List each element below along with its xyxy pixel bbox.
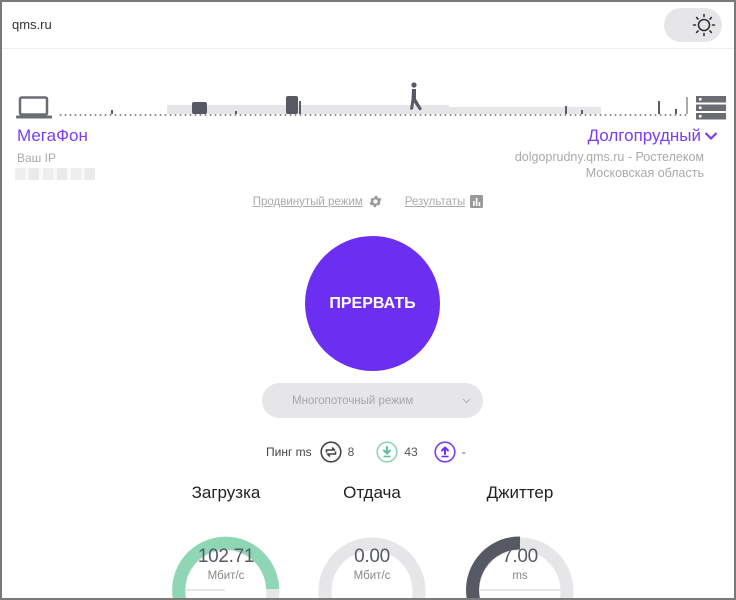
timeline-node-block xyxy=(286,96,298,114)
ping-row: Пинг ms 8 43 - xyxy=(266,441,482,463)
upload-unit: Мбит/с xyxy=(353,570,391,582)
download-ping-value: 43 xyxy=(404,445,418,459)
jitter-progress-underline xyxy=(480,589,562,591)
timeline-tick xyxy=(235,111,237,114)
bar-chart-icon xyxy=(470,195,484,208)
ip-label: Ваш IP xyxy=(17,151,56,165)
download-gauge xyxy=(172,536,280,598)
download-ping-icon xyxy=(376,441,398,463)
download-title: Загрузка xyxy=(191,483,261,502)
download-value: 102.71 xyxy=(197,546,255,567)
timeline-tick xyxy=(299,101,301,114)
upload-metric: Отдача 0.00 Мбит/с xyxy=(312,483,432,598)
jitter-gauge xyxy=(466,536,574,598)
jitter-value: 7.00 xyxy=(502,546,538,567)
chevron-down-icon xyxy=(462,398,471,403)
timeline-tick xyxy=(565,106,567,114)
timeline-tick xyxy=(581,110,583,114)
timeline-node-block xyxy=(192,102,207,114)
idle-ping-value: 8 xyxy=(347,445,355,459)
test-mode-selected: Многопоточный режим xyxy=(292,394,414,407)
advanced-mode-label: Продвинутый режим xyxy=(252,195,363,208)
timeline-dotted-line xyxy=(58,114,688,116)
server-city-selector[interactable]: Долгопрудный xyxy=(588,126,718,146)
route-timeline xyxy=(2,72,734,122)
walking-person-icon xyxy=(410,82,422,111)
site-name: qms.ru xyxy=(12,17,52,32)
ping-label: Пинг ms xyxy=(266,445,312,459)
gear-icon xyxy=(369,195,382,208)
upload-title: Отдача xyxy=(343,483,401,502)
timeline-track-segment xyxy=(449,107,601,114)
download-metric: Загрузка 102.71 Мбит/с xyxy=(166,483,286,598)
jitter-metric: Джиттер 7.00 ms xyxy=(460,483,580,598)
timeline-track-segment xyxy=(167,105,449,114)
server-city: Долгопрудный xyxy=(587,126,701,145)
server-rack-icon xyxy=(696,96,726,120)
stop-test-button[interactable]: ПРЕРВАТЬ xyxy=(305,236,440,371)
timeline-tick xyxy=(675,109,677,114)
theme-toggle[interactable] xyxy=(664,8,722,42)
timeline-tick xyxy=(658,101,660,114)
header: qms.ru xyxy=(2,2,734,49)
server-region: Московская область xyxy=(585,166,704,180)
mode-links: Продвинутый режим Результаты xyxy=(2,194,734,209)
download-progress-underline xyxy=(185,589,225,591)
idle-ping-icon xyxy=(320,441,342,463)
timeline-tick xyxy=(111,110,113,114)
upload-ping-icon xyxy=(434,441,456,463)
laptop-icon xyxy=(16,96,52,119)
results-link[interactable]: Результаты xyxy=(405,194,484,209)
upload-value: 0.00 xyxy=(354,546,390,567)
server-host: dolgoprudny.qms.ru - Ростелеком xyxy=(514,150,704,164)
ip-address-redacted xyxy=(15,168,95,180)
test-mode-select[interactable]: Многопоточный режим xyxy=(262,383,483,418)
jitter-title: Джиттер xyxy=(486,483,554,502)
advanced-mode-link[interactable]: Продвинутый режим xyxy=(253,194,383,209)
jitter-unit: ms xyxy=(512,570,528,582)
chevron-down-icon xyxy=(704,132,718,141)
timeline-tick xyxy=(686,97,688,114)
results-label: Результаты xyxy=(404,195,466,208)
download-unit: Мбит/с xyxy=(207,570,245,582)
sun-icon xyxy=(692,13,716,37)
isp-name: МегаФон xyxy=(17,126,88,145)
upload-gauge xyxy=(318,537,426,598)
upload-ping-value: - xyxy=(461,445,466,459)
